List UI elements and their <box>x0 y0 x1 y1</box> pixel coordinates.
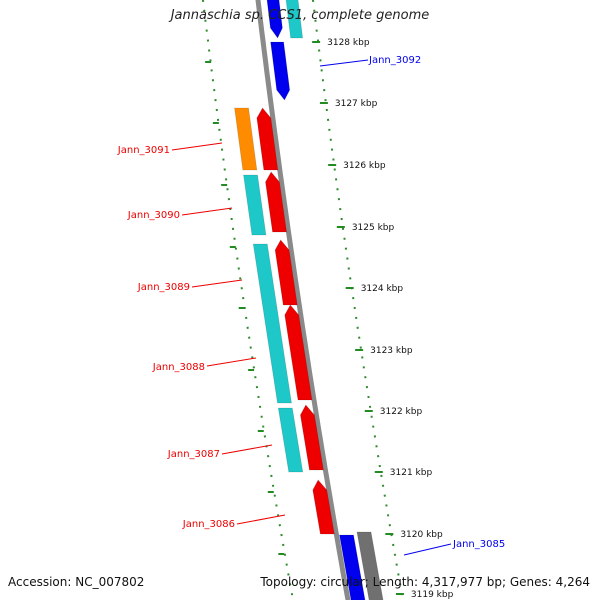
gene-jann-3090[interactable] <box>265 171 287 233</box>
orange-feature-jann-3091[interactable] <box>234 107 258 171</box>
gene-forward-block[interactable] <box>265 0 283 39</box>
tick-label: 3128 kbp <box>327 38 370 48</box>
gray-feature-jann-3085[interactable] <box>356 531 387 600</box>
accession-text: Accession: NC_007802 <box>8 575 145 589</box>
tick-label: 3120 kbp <box>400 530 443 540</box>
gene-jann-3085[interactable] <box>339 534 367 600</box>
gene-label-jann-3091[interactable]: Jann_3091 <box>117 145 170 156</box>
gene-label-jann-3089[interactable]: Jann_3089 <box>137 282 190 293</box>
label-leader-jann-3086 <box>236 514 286 525</box>
cyan-feature-jann-3090[interactable] <box>243 174 267 236</box>
gene-jann-3089[interactable] <box>274 239 298 306</box>
genome-backbone <box>255 0 351 600</box>
tick-label: 3119 kbp <box>411 590 454 600</box>
label-leader-jann-3089 <box>191 279 243 288</box>
tick-label: 3121 kbp <box>390 468 433 478</box>
cyan-feature-jann-3089-3088[interactable] <box>252 243 292 404</box>
gene-label-jann-3088[interactable]: Jann_3088 <box>152 362 205 373</box>
genome-summary-text: Topology: circular; Length: 4,317,977 bp… <box>260 575 590 589</box>
gene-label-jann-3086[interactable]: Jann_3086 <box>182 519 235 530</box>
gene-label-jann-3092[interactable]: Jann_3092 <box>368 55 421 66</box>
tick-label: 3124 kbp <box>361 284 404 294</box>
label-leader-jann-3090 <box>181 207 233 216</box>
gene-jann-3087[interactable] <box>299 404 324 471</box>
tick-label: 3127 kbp <box>335 99 378 109</box>
tick-label: 3123 kbp <box>370 346 413 356</box>
label-leader-jann-3088 <box>206 357 257 367</box>
tick-label: 3125 kbp <box>352 223 395 233</box>
gene-label-jann-3090[interactable]: Jann_3090 <box>127 210 180 221</box>
tick-label: 3122 kbp <box>380 407 423 417</box>
gene-jann-3091[interactable] <box>256 107 279 171</box>
gene-jann-3088[interactable] <box>284 304 313 401</box>
cyan-feature-block[interactable] <box>284 0 304 39</box>
cyan-feature-jann-3087[interactable] <box>277 407 304 473</box>
label-leader-jann-3091 <box>171 142 223 151</box>
gene-jann-3086[interactable] <box>312 479 335 535</box>
map-title: Jannaschia sp. CCS1, complete genome <box>170 8 430 23</box>
label-leader-jann-3087 <box>221 444 273 455</box>
gene-jann-3092[interactable] <box>270 41 291 101</box>
gene-label-jann-3087[interactable]: Jann_3087 <box>167 449 220 460</box>
gene-label-jann-3085[interactable]: Jann_3085 <box>452 539 505 550</box>
label-leader-jann-3085 <box>403 543 452 556</box>
tick-label: 3126 kbp <box>343 161 386 171</box>
label-leader-jann-3092 <box>319 59 369 67</box>
